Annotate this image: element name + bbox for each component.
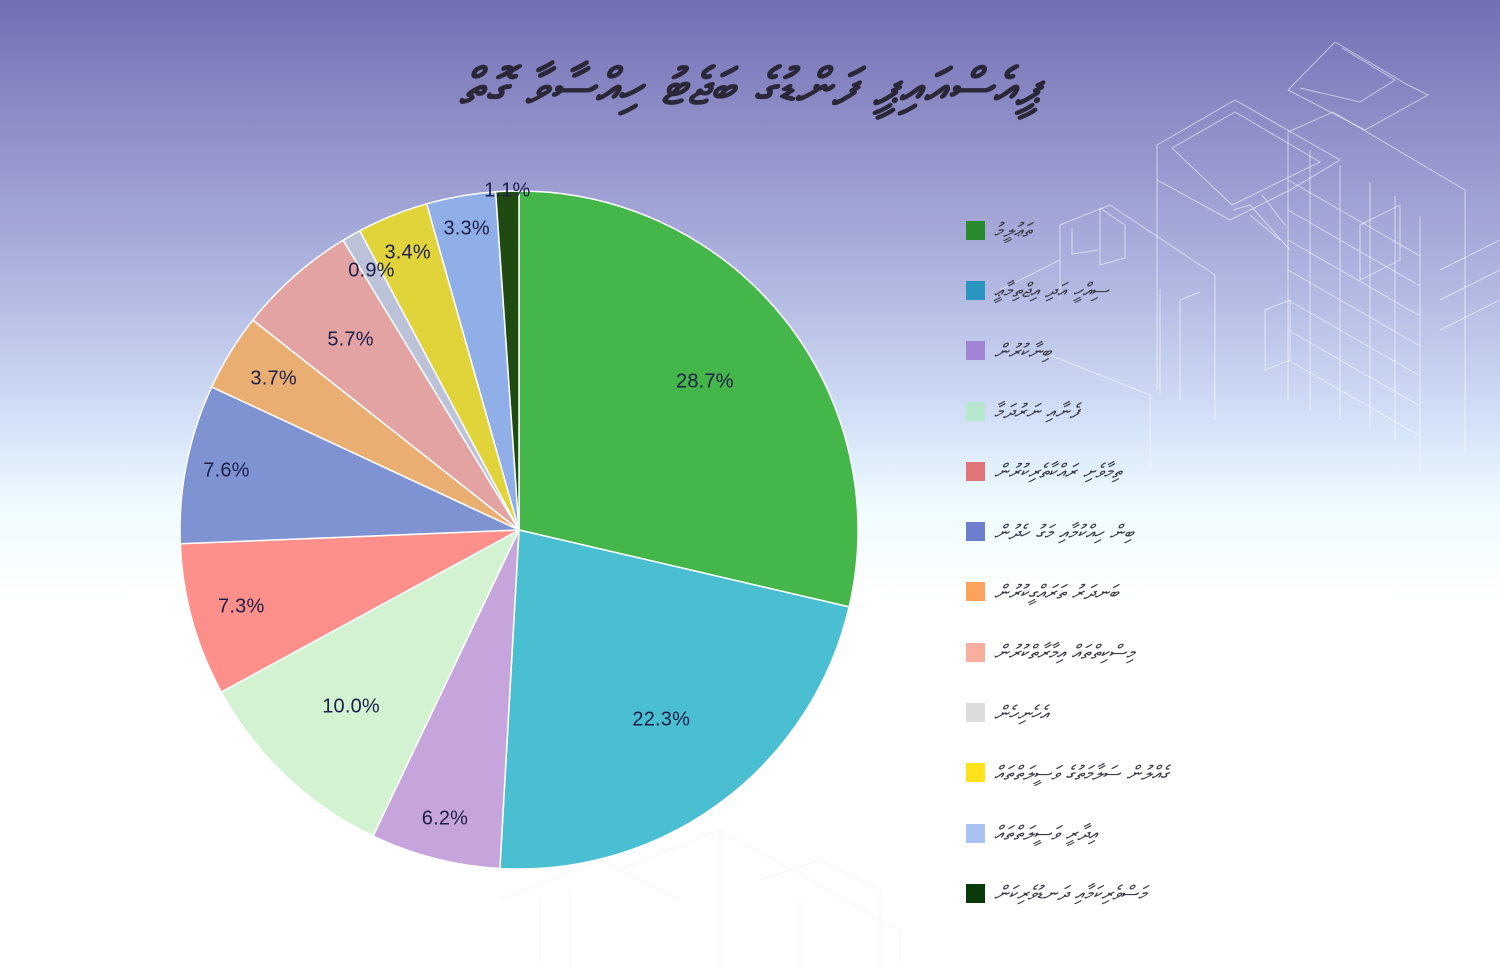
legend-item: ސިއްހީ އަދި އިޖްތިމާޢީ <box>966 260 1386 320</box>
legend-label: ފެނާއި ނަރުދަމާ <box>994 399 1079 424</box>
legend-label: ތިމާވެށި ރައްކާތެރިކުރުން <box>994 459 1122 484</box>
pie-slice-label: 5.7% <box>327 328 374 351</box>
legend-swatch-icon <box>966 401 985 421</box>
pie-slice <box>499 529 850 870</box>
legend-item: ތިމާވެށި ރައްކާތެރިކުރުން <box>966 441 1386 501</box>
pie-slice-label: 7.6% <box>203 459 250 482</box>
pie-slice-label: 28.7% <box>676 370 734 393</box>
legend-swatch-icon <box>966 280 985 300</box>
legend-swatch-icon <box>966 763 985 783</box>
pie-slice-label: 10.0% <box>322 695 380 718</box>
legend-label: ސިއްހީ އަދި އިޖްތިމާޢީ <box>994 278 1109 303</box>
legend-item: އެހެނިހެން <box>966 682 1386 742</box>
legend-label: ބިނާކުރުން <box>994 338 1052 363</box>
pie-slice-label: 0.9% <box>348 259 395 282</box>
legend-swatch-icon <box>966 220 985 240</box>
legend-swatch-icon <box>966 703 985 723</box>
legend-item: މިސްކިތްތައް އިމާރާތްކުރުން <box>966 622 1386 682</box>
legend-item: މަސްވެރިކަމާއި ދަނޑުވެރިކަން <box>966 863 1386 923</box>
pie-slice <box>220 529 520 837</box>
legend-item: ގެއްލުން ސަލާމަތުގެ ވަސީލަތްތައް <box>966 743 1386 803</box>
legend-label: އިދާރީ ވަސީލަތްތައް <box>994 821 1098 846</box>
pie-slice <box>179 529 520 693</box>
legend-label: ގެއްލުން ސަލާމަތުގެ ވަސީލަތްތައް <box>994 760 1169 785</box>
legend-swatch-icon <box>966 642 985 662</box>
legend-swatch-icon <box>966 522 985 542</box>
legend-item: އިދާރީ ވަސީލަތްތައް <box>966 803 1386 863</box>
chart-legend: ތަޢުލީމު ސިއްހީ އަދި އިޖްތިމާޢީ ބިނާކުރު… <box>966 200 1386 924</box>
legend-swatch-icon <box>966 823 985 843</box>
legend-swatch-icon <box>966 582 985 602</box>
pie-slice-label: 3.3% <box>443 217 490 240</box>
pie-slice <box>179 386 520 545</box>
legend-label: ބަނދަރު ތަރައްގީކުރުން <box>994 579 1119 604</box>
pie-slice-label: 7.3% <box>218 595 265 618</box>
legend-label: ތަޢުލީމު <box>994 218 1033 243</box>
pie-slice-label: 3.4% <box>384 241 431 264</box>
legend-label: ބިން ހިއްކުމާއި މަގު ހެދުން <box>994 519 1134 544</box>
legend-label: އެހެނިހެން <box>994 700 1048 725</box>
legend-item: ފެނާއި ނަރުދަމާ <box>966 381 1386 441</box>
legend-item: ތަޢުލީމު <box>966 200 1386 260</box>
legend-swatch-icon <box>966 341 985 361</box>
legend-item: ބިން ހިއްކުމާއި މަގު ހެދުން <box>966 501 1386 561</box>
pie-slice-label: 1.1% <box>484 179 531 202</box>
legend-item: ބިނާކުރުން <box>966 321 1386 381</box>
pie-slice <box>372 529 520 870</box>
legend-label: މިސްކިތްތައް އިމާރާތްކުރުން <box>994 640 1135 665</box>
legend-item: ބަނދަރު ތަރައްގީކުރުން <box>966 562 1386 622</box>
legend-label: މަސްވެރިކަމާއި ދަނޑުވެރިކަން <box>994 881 1147 906</box>
legend-swatch-icon <box>966 461 985 481</box>
pie-slice-label: 6.2% <box>421 807 469 830</box>
pie-slice-label: 3.7% <box>250 367 297 390</box>
chart-title: ޕީއެސްއައިޕީ ފަންޑުގެ ބަޖެޓު ހިއްސާވާ ގޮ… <box>459 58 1041 116</box>
pie-slice-label: 22.3% <box>632 708 691 731</box>
pie-slice <box>518 190 859 608</box>
pie-slice <box>494 190 520 531</box>
legend-swatch-icon <box>966 883 985 903</box>
